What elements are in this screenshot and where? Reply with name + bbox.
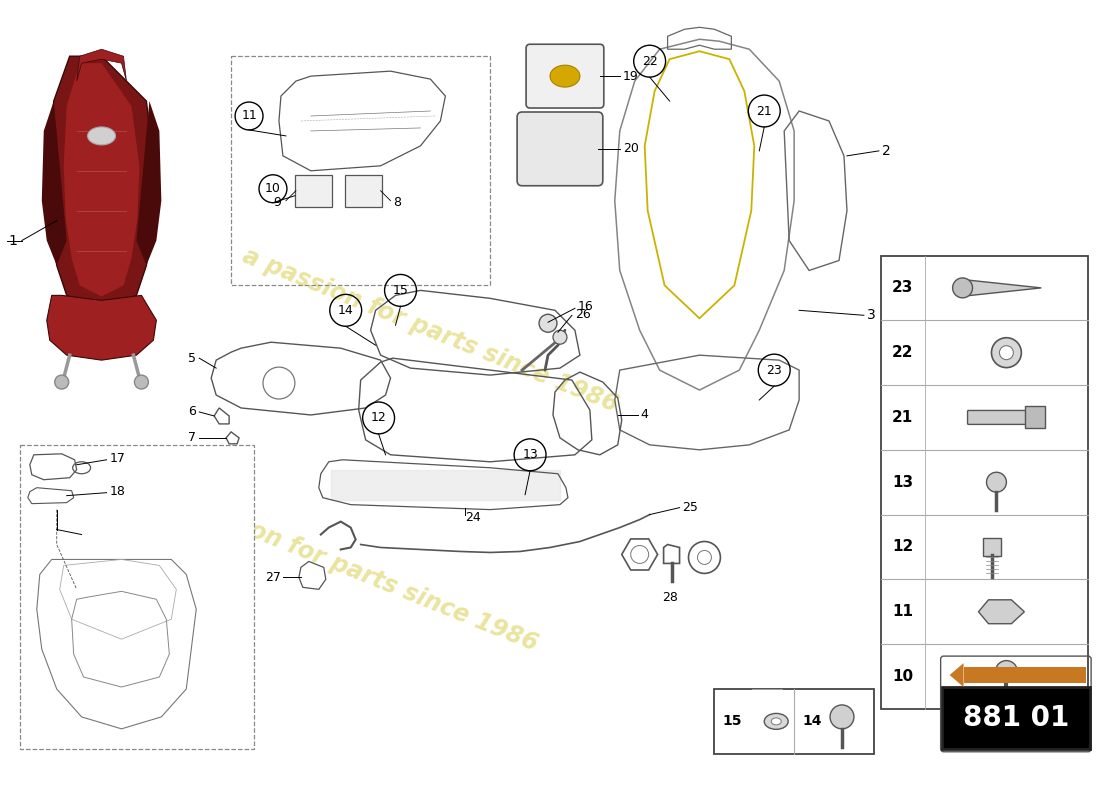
Text: 13: 13 (892, 474, 913, 490)
FancyBboxPatch shape (714, 689, 873, 754)
Text: 23: 23 (767, 364, 782, 377)
Text: 3: 3 (867, 308, 876, 322)
Text: 24: 24 (465, 511, 481, 524)
Text: 25: 25 (682, 501, 698, 514)
Circle shape (553, 330, 566, 344)
Text: 27: 27 (265, 571, 280, 584)
Ellipse shape (764, 714, 789, 730)
Text: 8: 8 (394, 196, 402, 209)
FancyBboxPatch shape (526, 44, 604, 108)
Text: 11: 11 (241, 110, 257, 122)
Text: 13: 13 (522, 448, 538, 462)
Ellipse shape (88, 127, 116, 145)
Text: a passion for parts since 1986: a passion for parts since 1986 (239, 244, 622, 417)
Text: 18: 18 (110, 485, 125, 498)
Text: 21: 21 (892, 410, 913, 425)
Text: 1: 1 (9, 234, 18, 247)
Polygon shape (967, 280, 1042, 296)
Text: 11: 11 (892, 604, 913, 619)
Text: 22: 22 (641, 54, 658, 68)
Text: a passion for parts since 1986: a passion for parts since 1986 (160, 483, 542, 656)
Text: 4: 4 (640, 409, 649, 422)
Polygon shape (979, 600, 1024, 624)
Polygon shape (949, 663, 964, 687)
Text: 15: 15 (393, 284, 408, 297)
Text: 28: 28 (661, 591, 678, 604)
Circle shape (987, 472, 1007, 492)
Polygon shape (47, 295, 156, 360)
Text: 23: 23 (892, 280, 913, 295)
FancyBboxPatch shape (517, 112, 603, 186)
Polygon shape (136, 101, 162, 266)
FancyBboxPatch shape (344, 174, 382, 206)
Text: 19: 19 (623, 70, 638, 82)
Text: 10: 10 (892, 669, 913, 684)
Circle shape (539, 314, 557, 332)
Circle shape (996, 661, 1018, 682)
Text: 7: 7 (188, 431, 196, 444)
Text: 26: 26 (575, 308, 591, 321)
Circle shape (830, 705, 854, 729)
Circle shape (991, 338, 1022, 368)
Text: 12: 12 (892, 539, 913, 554)
FancyBboxPatch shape (983, 538, 1001, 556)
FancyBboxPatch shape (1025, 406, 1045, 429)
FancyBboxPatch shape (295, 174, 332, 206)
FancyBboxPatch shape (881, 255, 1088, 709)
Circle shape (953, 278, 972, 298)
Text: 12: 12 (371, 411, 386, 425)
Text: 881 01: 881 01 (962, 704, 1069, 732)
Polygon shape (50, 56, 153, 308)
Text: 2: 2 (882, 144, 891, 158)
Polygon shape (42, 101, 67, 266)
Circle shape (1000, 346, 1013, 360)
FancyBboxPatch shape (968, 410, 1030, 425)
Text: 9: 9 (273, 196, 280, 209)
Text: 6: 6 (188, 406, 196, 418)
Circle shape (134, 375, 148, 389)
Text: 10: 10 (265, 182, 280, 195)
Ellipse shape (550, 65, 580, 87)
Circle shape (55, 375, 68, 389)
Text: 21: 21 (757, 105, 772, 118)
Polygon shape (77, 50, 127, 81)
Text: 14: 14 (338, 304, 353, 317)
Ellipse shape (771, 718, 781, 725)
Text: 22: 22 (892, 345, 913, 360)
Text: 17: 17 (110, 452, 125, 466)
FancyBboxPatch shape (942, 687, 1090, 749)
Text: 14: 14 (802, 714, 822, 728)
Text: 16: 16 (578, 300, 594, 313)
Text: 20: 20 (623, 142, 639, 155)
FancyBboxPatch shape (20, 445, 254, 749)
Text: 15: 15 (723, 714, 743, 728)
Text: 5: 5 (188, 352, 196, 365)
Polygon shape (64, 63, 140, 296)
FancyBboxPatch shape (964, 667, 1086, 683)
